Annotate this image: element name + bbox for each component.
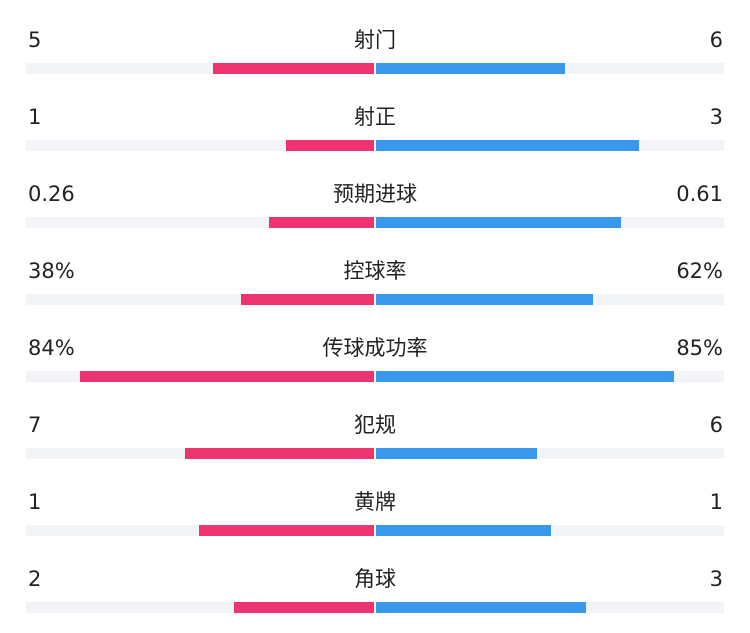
stat-label: 传球成功率 bbox=[322, 336, 428, 360]
stat-bar-track bbox=[26, 525, 724, 536]
away-bar bbox=[376, 602, 586, 613]
home-value: 5 bbox=[28, 28, 42, 52]
home-bar bbox=[199, 525, 374, 536]
stat-bar-track bbox=[26, 217, 724, 228]
away-value: 3 bbox=[709, 105, 723, 129]
stat-label: 黄牌 bbox=[354, 490, 396, 514]
home-value: 84% bbox=[28, 336, 75, 360]
stat-label: 犯规 bbox=[354, 413, 396, 437]
home-bar bbox=[286, 140, 374, 151]
stat-row-shots-on-target: 1 射正 3 bbox=[0, 77, 750, 154]
home-value: 7 bbox=[28, 413, 42, 437]
home-value: 1 bbox=[28, 490, 42, 514]
stat-row-shots: 5 射门 6 bbox=[0, 0, 750, 77]
stat-label: 控球率 bbox=[343, 259, 407, 283]
home-bar bbox=[80, 371, 374, 382]
away-bar bbox=[376, 294, 593, 305]
stat-bar-track bbox=[26, 140, 724, 151]
home-bar bbox=[269, 217, 374, 228]
stat-row-expected-goals: 0.26 预期进球 0.61 bbox=[0, 154, 750, 231]
stat-bar-track bbox=[26, 294, 724, 305]
stat-row-yellow-cards: 1 黄牌 1 bbox=[0, 462, 750, 539]
away-value: 0.61 bbox=[676, 182, 723, 206]
away-value: 85% bbox=[676, 336, 723, 360]
stat-bar-track bbox=[26, 448, 724, 459]
home-value: 0.26 bbox=[28, 182, 75, 206]
stat-bar-track bbox=[26, 63, 724, 74]
away-value: 62% bbox=[676, 259, 723, 283]
stat-row-corners: 2 角球 3 bbox=[0, 539, 750, 616]
home-bar bbox=[213, 63, 374, 74]
away-bar bbox=[376, 217, 621, 228]
stat-label: 射正 bbox=[354, 105, 396, 129]
stat-bar-track bbox=[26, 371, 724, 382]
stat-bar-track bbox=[26, 602, 724, 613]
stat-row-fouls: 7 犯规 6 bbox=[0, 385, 750, 462]
away-bar bbox=[376, 140, 639, 151]
home-value: 2 bbox=[28, 567, 42, 591]
away-bar bbox=[376, 525, 551, 536]
stat-label: 射门 bbox=[354, 28, 396, 52]
home-bar bbox=[185, 448, 374, 459]
away-value: 6 bbox=[709, 413, 723, 437]
stat-row-pass-accuracy: 84% 传球成功率 85% bbox=[0, 308, 750, 385]
away-bar bbox=[376, 63, 565, 74]
away-value: 1 bbox=[709, 490, 723, 514]
stat-label: 预期进球 bbox=[333, 182, 417, 206]
home-value: 1 bbox=[28, 105, 42, 129]
home-bar bbox=[234, 602, 374, 613]
home-value: 38% bbox=[28, 259, 75, 283]
away-bar bbox=[376, 448, 537, 459]
home-bar bbox=[241, 294, 374, 305]
away-bar bbox=[376, 371, 674, 382]
stat-row-possession: 38% 控球率 62% bbox=[0, 231, 750, 308]
stat-label: 角球 bbox=[354, 567, 396, 591]
away-value: 6 bbox=[709, 28, 723, 52]
away-value: 3 bbox=[709, 567, 723, 591]
